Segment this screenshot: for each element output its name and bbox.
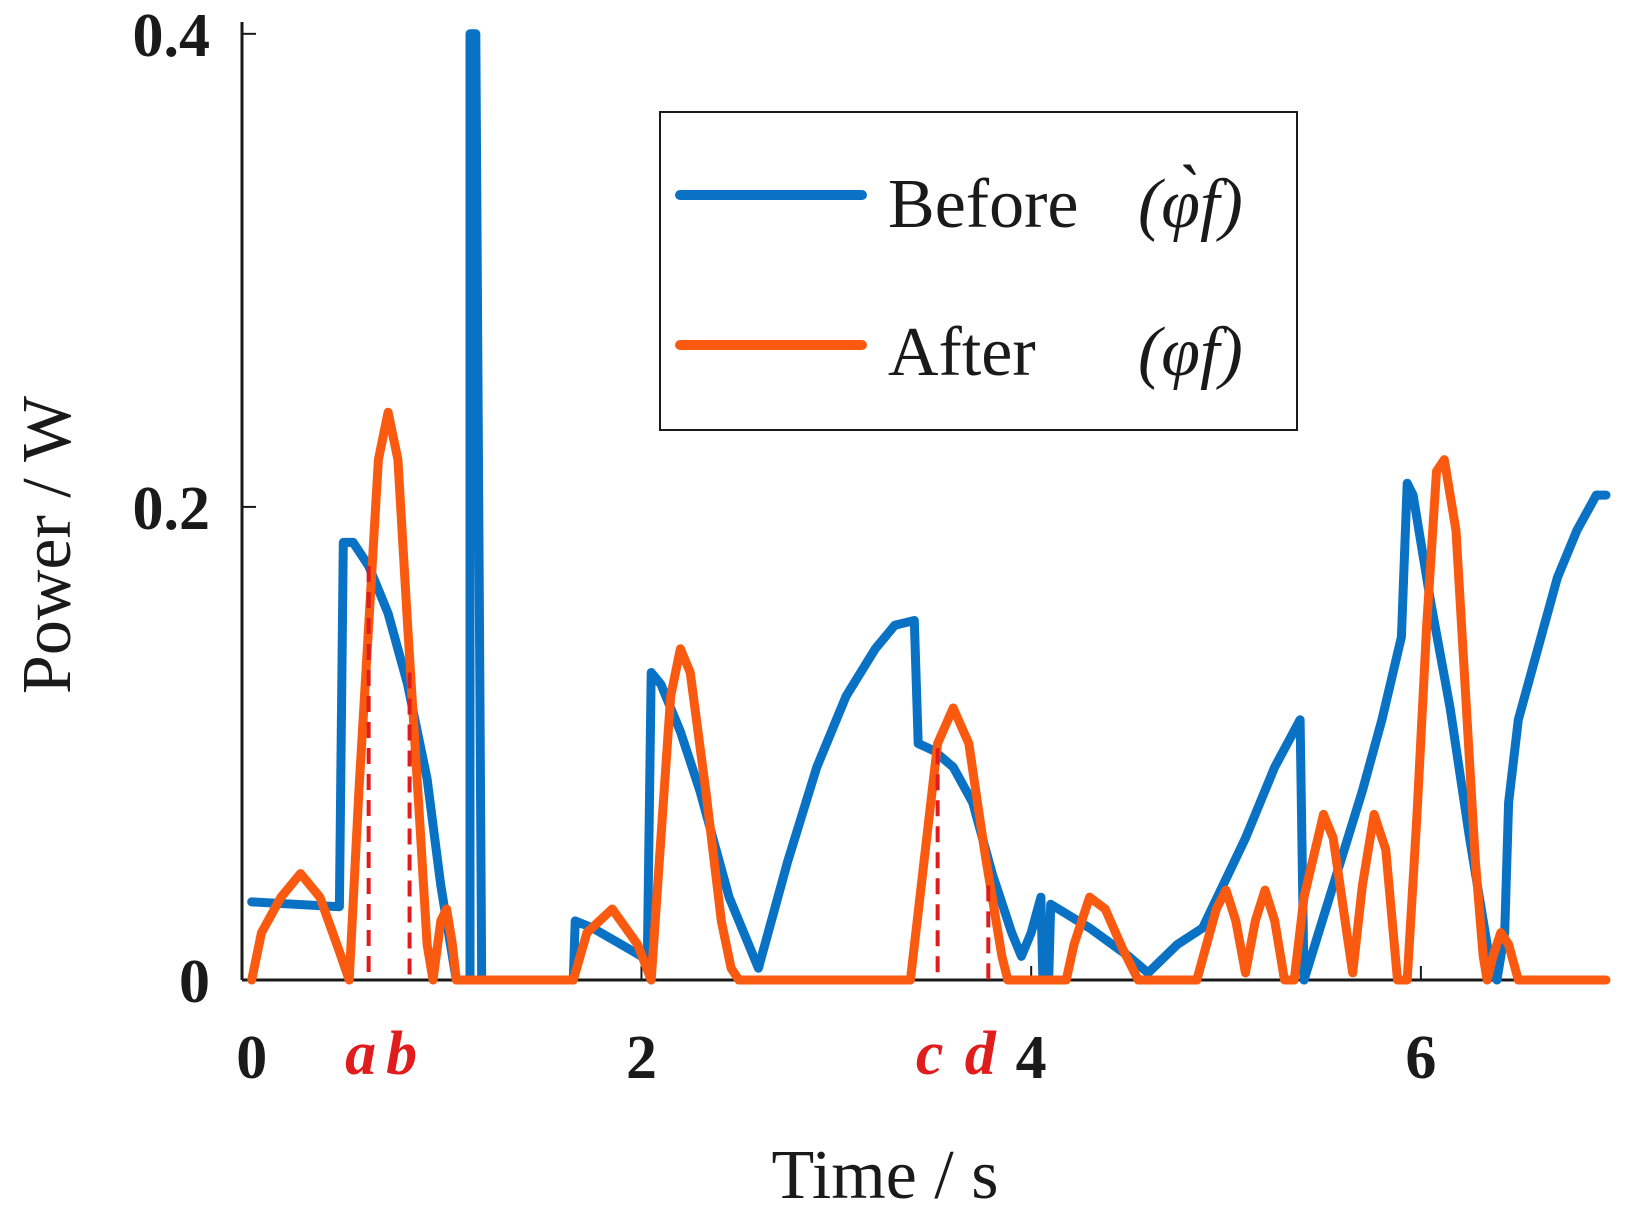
y-tick-label-1: 0.2 <box>133 475 211 543</box>
legend-label-before: Before <box>888 166 1078 243</box>
legend-label-after: After <box>888 314 1036 391</box>
x-tick-label-3: 6 <box>1405 1024 1436 1092</box>
series-layer <box>247 29 1611 985</box>
y-axis-title: Power / W <box>9 396 86 694</box>
legend: Before (φ̀f) After (φf) <box>659 111 1298 431</box>
x-ticks: 0 2 4 6 <box>236 966 1436 1092</box>
marker-label-b: b <box>386 1020 417 1088</box>
y-ticks: 0 0.2 0.4 <box>133 2 256 1016</box>
legend-box <box>659 111 1298 431</box>
x-tick-label-1: 2 <box>626 1024 657 1092</box>
x-tick-label-2: 4 <box>1016 1024 1047 1092</box>
marker-label-d: d <box>965 1020 997 1088</box>
series-line-after <box>247 407 1611 985</box>
y-tick-label-0: 0 <box>179 948 210 1016</box>
marker-label-a: a <box>345 1020 376 1088</box>
legend-symbol-before: (φ̀f) <box>1138 164 1243 243</box>
marker-label-c: c <box>916 1020 944 1088</box>
x-axis-title: Time / s <box>772 1137 999 1214</box>
x-tick-label-0: 0 <box>236 1024 267 1092</box>
legend-symbol-after: (φf) <box>1138 314 1243 391</box>
y-tick-label-2: 0.4 <box>133 2 211 70</box>
